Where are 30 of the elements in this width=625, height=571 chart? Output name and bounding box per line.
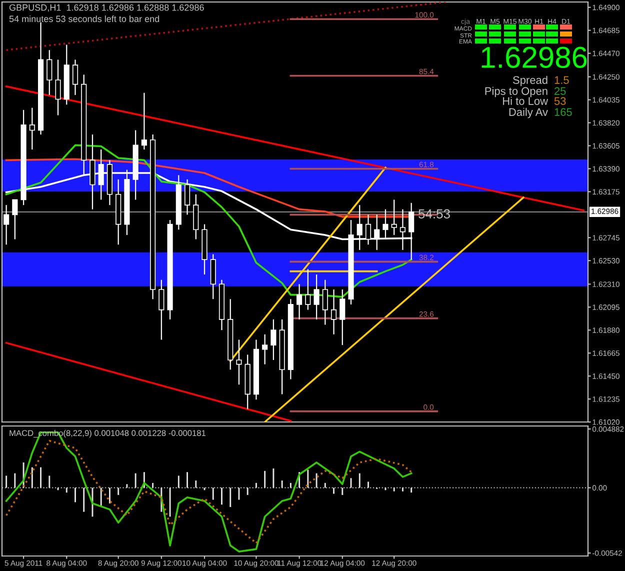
candlestick bbox=[262, 334, 268, 365]
annotation: 53 bbox=[554, 97, 566, 105]
annotation: 25 bbox=[554, 87, 566, 95]
candlestick bbox=[340, 288, 346, 346]
annotation: Hi to Low bbox=[503, 96, 548, 105]
chart-title: GBPUSD,H1 1.62918 1.62986 1.62888 1.62986 bbox=[9, 4, 204, 12]
annotation: Spread bbox=[513, 76, 548, 86]
candlestick bbox=[270, 318, 276, 361]
candlestick bbox=[12, 199, 18, 240]
candlestick bbox=[330, 288, 337, 335]
candlestick bbox=[322, 279, 328, 326]
candlestick bbox=[4, 204, 10, 246]
text: 54 minutes 53 seconds left to bar end bbox=[9, 15, 160, 22]
candlestick bbox=[29, 107, 35, 150]
candlestick bbox=[46, 50, 52, 96]
candlestick bbox=[141, 92, 147, 150]
candlestick bbox=[296, 284, 302, 320]
annotation: 1.62986 bbox=[482, 46, 587, 68]
annotation: 1.5 bbox=[554, 76, 569, 84]
annotation: Pips to Open bbox=[485, 86, 548, 98]
annotation: Daily Av bbox=[509, 108, 548, 118]
candlestick bbox=[314, 274, 320, 320]
annotation: 165 bbox=[554, 108, 572, 116]
candlestick bbox=[236, 339, 242, 386]
candlestick bbox=[184, 178, 190, 216]
candlestick bbox=[72, 59, 78, 96]
candlestick bbox=[158, 279, 164, 340]
candlestick bbox=[391, 199, 397, 236]
candlestick bbox=[305, 268, 311, 310]
candlestick bbox=[55, 59, 61, 116]
